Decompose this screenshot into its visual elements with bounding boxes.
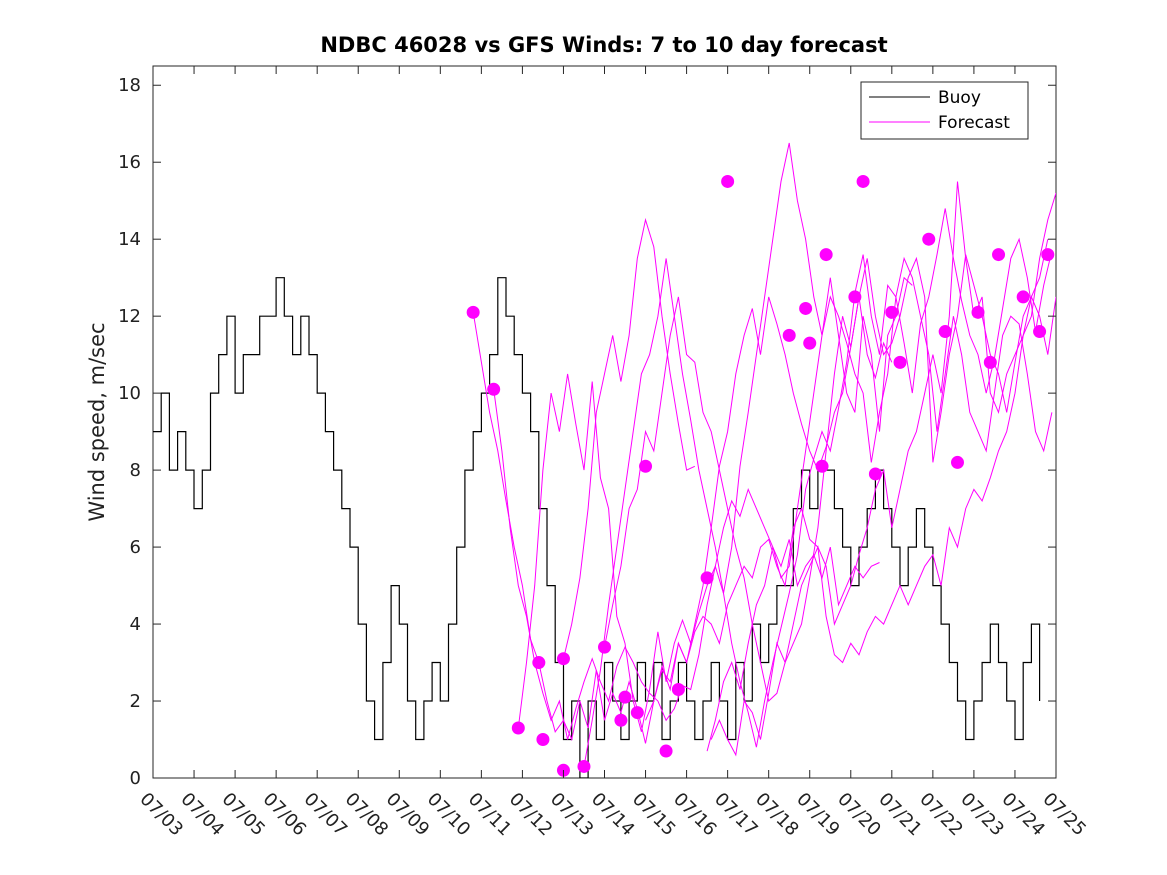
forecast-marker [950, 455, 964, 469]
forecast-series-line-5 [583, 208, 1053, 767]
forecast-marker [848, 290, 862, 304]
y-tick-label: 0 [130, 768, 141, 789]
forecast-series-line-3 [517, 142, 913, 732]
forecast-marker [630, 706, 644, 720]
forecast-marker [556, 652, 570, 666]
y-axis-label: Wind speed, m/sec [85, 322, 109, 521]
forecast-marker [868, 467, 882, 481]
forecast-marker [639, 459, 653, 473]
forecast-marker [598, 640, 611, 654]
forecast-series-line-2 [493, 389, 880, 740]
forecast-series-line-7 [706, 256, 1053, 752]
forecast-marker [938, 325, 952, 339]
forecast-marker [856, 174, 870, 188]
forecast-marker [992, 248, 1006, 262]
forecast-marker [466, 305, 480, 319]
forecast-marker [893, 355, 907, 369]
y-tick-label: 2 [130, 691, 141, 712]
buoy-series-line [153, 277, 1041, 778]
legend-forecast-label: Forecast [938, 113, 1010, 133]
forecast-marker [782, 328, 796, 342]
forecast-marker [511, 721, 525, 735]
forecast-marker [1041, 248, 1055, 262]
forecast-marker [614, 713, 628, 727]
forecast-series-line-4 [563, 192, 1056, 757]
forecast-series-line-6 [604, 239, 1049, 702]
y-tick-label: 4 [130, 614, 141, 635]
forecast-marker [1033, 325, 1047, 339]
y-tick-label: 16 [118, 152, 141, 173]
forecast-marker [799, 301, 813, 315]
forecast-marker [618, 690, 632, 704]
forecast-marker [1016, 290, 1030, 304]
forecast-marker [885, 305, 899, 319]
y-tick-label: 18 [118, 75, 141, 96]
y-axis: 0 2 4 6 8 10 12 14 16 18 [118, 75, 1056, 789]
y-tick-label: 14 [118, 229, 141, 250]
forecast-marker [819, 248, 833, 262]
forecast-marker [700, 571, 714, 585]
forecast-marker [983, 355, 997, 369]
forecast-marker [532, 656, 546, 670]
forecast-marker [671, 682, 685, 696]
forecast-marker [803, 336, 817, 350]
forecast-marker [659, 744, 673, 758]
forecast-marker [971, 305, 985, 319]
legend-buoy-label: Buoy [938, 88, 981, 108]
plot-frame [152, 65, 1057, 779]
y-tick-label: 12 [118, 306, 141, 327]
y-tick-label: 10 [118, 383, 141, 404]
forecast-marker [922, 232, 936, 246]
legend: Buoy Forecast [860, 81, 1029, 140]
forecast-marker [721, 174, 735, 188]
legend-box [860, 81, 1029, 140]
chart-title: NDBC 46028 vs GFS Winds: 7 to 10 day for… [320, 33, 887, 57]
forecast-marker [487, 382, 501, 396]
y-tick-label: 8 [130, 460, 141, 481]
y-tick-label: 6 [130, 537, 141, 558]
forecast-marker [815, 459, 829, 473]
forecast-marker [536, 733, 550, 747]
plot-area [153, 142, 1056, 778]
forecast-marker [577, 759, 591, 773]
